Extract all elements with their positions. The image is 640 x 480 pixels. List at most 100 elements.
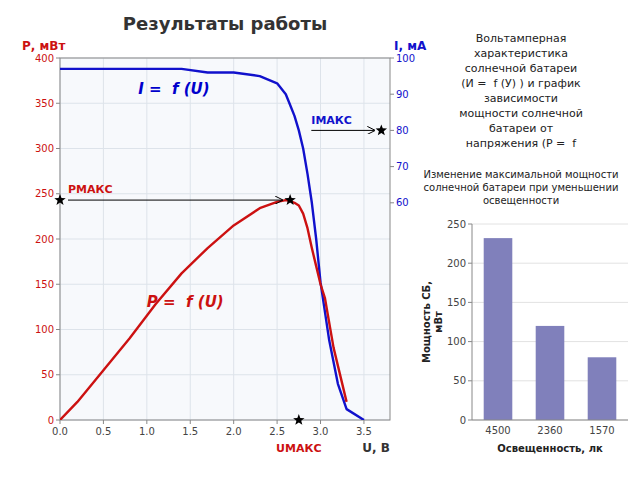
marker-star [376,124,387,135]
tick [60,420,61,424]
tick [56,284,60,285]
x-tick-label: 1.5 [182,426,198,437]
x-tick-label: 1.0 [139,426,155,437]
x-tick-label: 2.5 [269,426,285,437]
tick [190,420,191,424]
bar [588,357,617,420]
tick [390,94,394,95]
grid-line [60,239,390,240]
grid-line [60,148,390,149]
x-axis-line [472,420,628,421]
text-line: зависимости [484,92,558,105]
tick [390,202,394,203]
plot-background [60,58,390,420]
line [60,69,364,420]
x-tick-label: 3.5 [356,426,372,437]
tick [56,193,60,194]
y-tick-label: 150 [35,279,54,290]
y-tick-label: 100 [447,336,466,347]
tick [363,420,364,424]
annotation: РМАКС [68,183,113,196]
tick [390,58,394,59]
y2-tick-label: 100 [396,53,415,64]
text-line: (И = f (У) ) и график [461,77,581,90]
bar [484,238,513,420]
y-tick-label: 50 [453,375,466,386]
grid-line [60,103,390,104]
y-axis-line [472,224,473,420]
y2-tick-label: 70 [396,161,409,172]
text-line: освещенности [483,195,559,206]
y-tick-label: 200 [447,258,466,269]
grid-line [60,329,390,330]
y-tick-label: 350 [35,98,54,109]
grid [60,58,390,420]
marker-star [284,194,295,205]
text-line: Мощность СБ, [421,281,432,363]
tick [320,420,321,424]
curve-label: I = f (U) [138,80,209,98]
series-group [60,69,364,420]
figure: Результаты работы 0.0 0.5 1.0 1.5 2.0 2.5 3.0 3.… [0,0,640,480]
tick [56,58,60,59]
grid-line [60,284,390,285]
y-axis-label: Р, мВт [22,39,65,53]
annotation: IМАКС [311,114,352,127]
tick [56,239,60,240]
y-tick-label: 50 [41,369,54,380]
text-line: мВт [433,311,444,333]
bars [484,238,617,420]
x-axis-label: Освещенность, лк [497,443,603,454]
tick [468,420,472,421]
grid-line [472,224,628,225]
text-line: солнечной батареи [465,62,577,75]
y-tick-label: 0 [48,415,54,426]
y2-tick-label: 60 [396,197,409,208]
y-tick-label: 300 [35,143,54,154]
y-tick-label: 250 [447,219,466,230]
text-line: Вольтамперная [476,32,567,45]
x-tick-label: 2360 [537,425,562,436]
text-line: батареи от [489,122,554,135]
grid-line [472,420,628,421]
x-tick-label: 0.5 [95,426,111,437]
description: Вольтамперная характеристика солнечной бат… [459,32,583,150]
plot-frame [60,58,390,420]
tick [146,420,147,424]
y-tick-label: 0 [460,415,466,426]
y-tick-label: 200 [35,234,54,245]
tick [390,166,394,167]
tick [103,420,104,424]
x-tick-label: 3.0 [313,426,329,437]
tick [56,148,60,149]
text-line: характеристика [474,47,568,60]
tick [56,420,60,421]
annotation-arrow [68,200,282,201]
curve-label: P = f (U) [147,293,224,311]
y-tick-label: 400 [35,53,54,64]
y2-axis-label: I, мА [394,39,427,53]
text-line: солнечной батареи при уменьшении [424,182,619,193]
tick [56,374,60,375]
y-tick-label: 100 [35,324,54,335]
marker-star [54,194,65,205]
tick [468,341,472,342]
x-tick-label: 4500 [485,425,510,436]
text-line: напряжения (Р = f [466,137,577,150]
x-tick-label: 2.0 [226,426,242,437]
annotation-arrow [311,130,374,131]
tick [233,420,234,424]
x-axis-label: U, В [362,441,390,455]
text-line: Изменение максимальной мощности [423,169,618,180]
bar-title: Изменение максимальной мощности солнечной… [423,169,618,206]
tick [56,329,60,330]
text-line: мощности солнечной [459,107,583,120]
title: Результаты работы [123,13,327,34]
x-tick-label: 1570 [589,425,614,436]
x-tick-label: 0.0 [52,426,68,437]
y-tick-label: 150 [447,297,466,308]
y-axis-label: Мощность СБ,мВт [421,281,444,363]
tick [468,302,472,303]
bar [536,326,565,420]
tick [468,380,472,381]
